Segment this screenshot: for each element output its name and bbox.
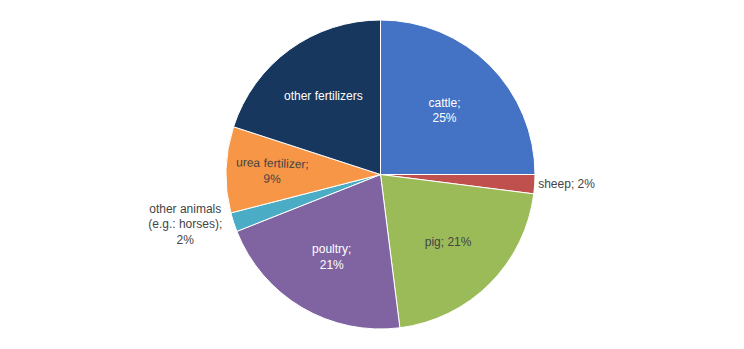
svg-text:poultry;21%: poultry;21% bbox=[312, 242, 351, 272]
svg-text:cattle;25%: cattle;25% bbox=[428, 96, 460, 126]
svg-text:urea fertilizer;9%: urea fertilizer;9% bbox=[235, 155, 309, 187]
svg-text:other animals(e.g.: horses);2%: other animals(e.g.: horses);2% bbox=[148, 202, 222, 247]
svg-text:other fertilizers: other fertilizers bbox=[284, 89, 363, 103]
svg-text:pig; 21%: pig; 21% bbox=[425, 235, 472, 249]
svg-text:sheep; 2%: sheep; 2% bbox=[538, 177, 595, 191]
